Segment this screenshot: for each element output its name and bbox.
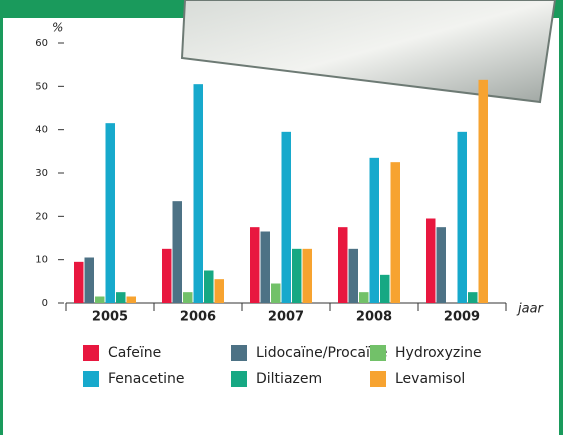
photo bbox=[180, 0, 557, 104]
bar bbox=[348, 248, 358, 303]
legend-label: Hydroxyzine bbox=[395, 345, 482, 361]
legend-label: Lidocaïne/Procaïne bbox=[256, 345, 387, 361]
bar bbox=[126, 296, 136, 303]
bar bbox=[193, 84, 203, 304]
bar bbox=[95, 296, 105, 303]
bar bbox=[426, 218, 436, 303]
bar bbox=[369, 157, 379, 303]
y-tick-label: 50 bbox=[35, 81, 48, 92]
y-tick-label: 60 bbox=[35, 38, 48, 49]
bar bbox=[292, 248, 302, 303]
x-tick-label: 2008 bbox=[356, 310, 392, 325]
x-tick-label: 2009 bbox=[444, 310, 480, 325]
bar bbox=[214, 279, 224, 303]
legend-swatch bbox=[83, 371, 99, 387]
bar bbox=[74, 261, 84, 303]
bar bbox=[302, 248, 312, 303]
x-axis-label: jaar bbox=[516, 302, 545, 317]
bar bbox=[478, 79, 488, 303]
x-tick-label: 2006 bbox=[180, 310, 216, 325]
frame-left bbox=[0, 0, 3, 435]
legend-label: Levamisol bbox=[395, 371, 465, 387]
bar bbox=[468, 292, 478, 303]
bar bbox=[172, 201, 182, 303]
bar bbox=[457, 131, 467, 303]
frame-right bbox=[559, 0, 563, 435]
bar bbox=[162, 248, 172, 303]
bar bbox=[281, 131, 291, 303]
bar bbox=[116, 292, 126, 303]
bar bbox=[338, 227, 348, 303]
legend-label: Fenacetine bbox=[108, 371, 185, 387]
bar bbox=[380, 274, 390, 303]
x-tick-label: 2007 bbox=[268, 310, 304, 325]
legend-label: Diltiazem bbox=[256, 371, 322, 387]
legend-swatch bbox=[370, 371, 386, 387]
legend-swatch bbox=[231, 345, 247, 361]
legend-swatch bbox=[83, 345, 99, 361]
bar bbox=[390, 162, 400, 303]
bar bbox=[271, 283, 281, 303]
x-tick-label: 2005 bbox=[92, 310, 128, 325]
y-tick-label: 30 bbox=[35, 168, 48, 179]
y-tick-label: 10 bbox=[35, 255, 48, 266]
y-tick-label: 40 bbox=[35, 125, 48, 136]
bar bbox=[204, 270, 214, 303]
bar bbox=[84, 257, 94, 303]
bar bbox=[359, 292, 369, 303]
y-tick-label: 20 bbox=[35, 211, 48, 222]
y-axis-label: % bbox=[52, 21, 63, 35]
legend-swatch bbox=[370, 345, 386, 361]
bar bbox=[250, 227, 260, 303]
bar bbox=[105, 123, 115, 304]
legend-swatch bbox=[231, 371, 247, 387]
bar bbox=[260, 231, 270, 303]
legend-label: Cafeïne bbox=[108, 345, 161, 361]
y-tick-label: 0 bbox=[42, 298, 48, 309]
bar bbox=[183, 292, 193, 303]
bar bbox=[436, 227, 446, 303]
